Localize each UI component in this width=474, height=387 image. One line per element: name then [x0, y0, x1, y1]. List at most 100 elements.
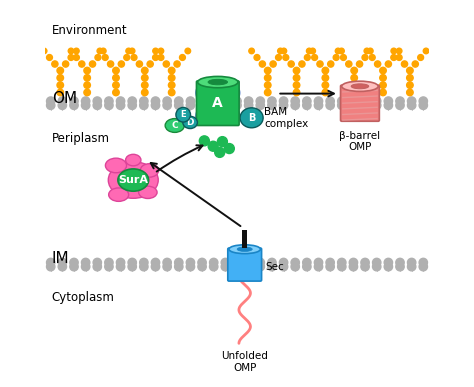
Circle shape: [210, 258, 218, 267]
Circle shape: [326, 258, 334, 267]
Circle shape: [128, 258, 137, 267]
Circle shape: [57, 82, 64, 88]
Circle shape: [140, 262, 148, 271]
Circle shape: [208, 141, 218, 151]
Circle shape: [186, 97, 195, 105]
Circle shape: [384, 97, 392, 105]
Circle shape: [337, 101, 346, 110]
Circle shape: [84, 75, 91, 81]
Circle shape: [293, 89, 300, 96]
Circle shape: [158, 55, 164, 60]
Circle shape: [93, 258, 101, 267]
Circle shape: [186, 262, 195, 271]
Circle shape: [423, 48, 429, 54]
Circle shape: [314, 258, 323, 267]
Circle shape: [419, 97, 428, 105]
Circle shape: [391, 48, 397, 54]
Circle shape: [70, 101, 78, 110]
Circle shape: [384, 262, 392, 271]
Circle shape: [180, 55, 185, 60]
Circle shape: [249, 48, 255, 54]
Circle shape: [174, 258, 183, 267]
Circle shape: [168, 75, 175, 81]
Circle shape: [126, 48, 131, 54]
Circle shape: [351, 67, 357, 74]
Circle shape: [140, 258, 148, 267]
Circle shape: [408, 97, 416, 105]
Text: Cytoplasm: Cytoplasm: [52, 291, 115, 304]
FancyBboxPatch shape: [196, 81, 239, 125]
Circle shape: [95, 55, 101, 60]
Circle shape: [396, 97, 404, 105]
Circle shape: [221, 97, 229, 105]
Circle shape: [275, 55, 282, 60]
Circle shape: [293, 67, 300, 74]
Circle shape: [105, 101, 113, 110]
Circle shape: [174, 101, 183, 110]
Circle shape: [291, 258, 300, 267]
Circle shape: [153, 48, 158, 54]
Circle shape: [57, 75, 64, 81]
Circle shape: [124, 55, 130, 60]
Ellipse shape: [118, 169, 149, 191]
Circle shape: [174, 262, 183, 271]
Text: A: A: [212, 96, 223, 110]
Circle shape: [113, 82, 119, 88]
Circle shape: [351, 82, 357, 88]
Circle shape: [186, 101, 195, 110]
Ellipse shape: [229, 245, 260, 253]
Circle shape: [117, 262, 125, 271]
Circle shape: [108, 61, 114, 67]
Circle shape: [264, 67, 271, 74]
Circle shape: [361, 258, 369, 267]
Circle shape: [82, 262, 90, 271]
Circle shape: [304, 55, 310, 60]
Circle shape: [79, 61, 85, 67]
Circle shape: [151, 258, 160, 267]
Circle shape: [68, 48, 74, 54]
Text: Sec: Sec: [266, 262, 284, 272]
Circle shape: [168, 82, 175, 88]
Circle shape: [356, 61, 363, 67]
Circle shape: [326, 101, 334, 110]
Circle shape: [303, 258, 311, 267]
Circle shape: [333, 55, 339, 60]
Circle shape: [117, 101, 125, 110]
Circle shape: [198, 97, 206, 105]
Circle shape: [322, 67, 328, 74]
Circle shape: [291, 101, 300, 110]
Circle shape: [349, 262, 357, 271]
Circle shape: [391, 55, 397, 60]
Circle shape: [268, 101, 276, 110]
Circle shape: [373, 258, 381, 267]
Circle shape: [113, 89, 119, 96]
Circle shape: [215, 147, 225, 158]
Circle shape: [351, 75, 357, 81]
Circle shape: [380, 89, 386, 96]
Circle shape: [113, 75, 119, 81]
Circle shape: [140, 97, 148, 105]
Circle shape: [46, 97, 55, 105]
Circle shape: [303, 101, 311, 110]
Circle shape: [407, 82, 413, 88]
Circle shape: [337, 258, 346, 267]
Circle shape: [158, 48, 164, 54]
Circle shape: [293, 75, 300, 81]
Circle shape: [57, 67, 64, 74]
Circle shape: [73, 48, 79, 54]
Circle shape: [408, 101, 416, 110]
Circle shape: [335, 48, 341, 54]
Circle shape: [396, 258, 404, 267]
Circle shape: [163, 97, 171, 105]
Circle shape: [142, 75, 148, 81]
Ellipse shape: [208, 79, 228, 85]
Circle shape: [163, 101, 171, 110]
Circle shape: [326, 262, 334, 271]
Circle shape: [41, 48, 47, 54]
Circle shape: [349, 101, 357, 110]
Circle shape: [279, 262, 288, 271]
Circle shape: [163, 61, 169, 67]
Text: Environment: Environment: [52, 24, 128, 37]
Circle shape: [105, 97, 113, 105]
Circle shape: [93, 262, 101, 271]
